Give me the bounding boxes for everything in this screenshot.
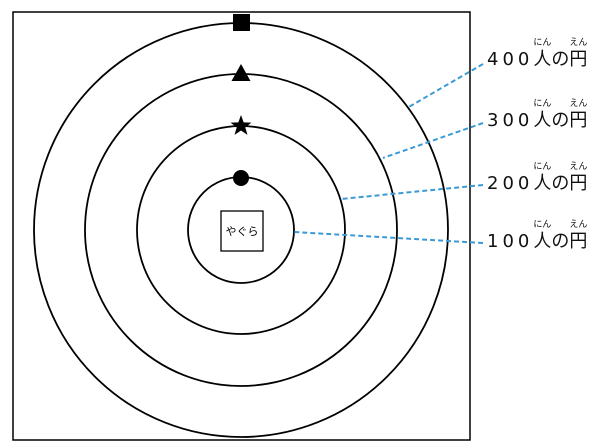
unit-ruby: にん (533, 38, 552, 48)
ring-label-100: 100 にん 人の えん円 (487, 221, 588, 252)
noun-text: 円 (569, 110, 588, 131)
star-icon (230, 115, 252, 135)
unit-text: 人 (533, 231, 552, 252)
noun-with-ruby: えん円 (569, 39, 588, 70)
noun-text: 円 (569, 231, 588, 252)
unit-ruby: にん (533, 99, 552, 109)
noun-ruby: えん (569, 38, 588, 48)
unit-text: 人 (533, 49, 552, 70)
unit-with-ruby: にん人 (533, 163, 552, 194)
leader-line-400 (406, 63, 484, 109)
unit-text: 人 (533, 110, 552, 131)
tower-label: やぐら (226, 225, 259, 238)
unit-ruby: にん (533, 220, 552, 230)
unit-ruby: にん (533, 162, 552, 172)
noun-ruby: えん (569, 220, 588, 230)
ring-count: 200 (487, 173, 534, 194)
noun-ruby: えん (569, 162, 588, 172)
triangle-icon (231, 64, 251, 81)
ring-count: 400 (487, 49, 534, 70)
ring-label-400: 400 にん 人の えん円 (487, 39, 588, 70)
noun-with-ruby: えん円 (569, 221, 588, 252)
unit-with-ruby: にん人 (533, 39, 552, 70)
particle-text: の (551, 173, 570, 194)
unit-with-ruby: にん人 (533, 100, 552, 131)
ring-label-300: 300 にん 人の えん円 (487, 100, 588, 131)
tower-box (220, 210, 264, 252)
noun-with-ruby: えん円 (569, 163, 588, 194)
ring-count: 100 (487, 231, 534, 252)
ring-count: 300 (487, 110, 534, 131)
noun-with-ruby: えん円 (569, 100, 588, 131)
noun-text: 円 (569, 49, 588, 70)
square-icon (233, 14, 250, 31)
noun-text: 円 (569, 173, 588, 194)
unit-text: 人 (533, 173, 552, 194)
ring-label-200: 200 にん 人の えん円 (487, 163, 588, 194)
particle-text: の (551, 49, 570, 70)
leader-line-300 (382, 122, 484, 159)
particle-text: の (551, 110, 570, 131)
unit-with-ruby: にん人 (533, 221, 552, 252)
noun-ruby: えん (569, 99, 588, 109)
dot-icon (233, 170, 249, 186)
particle-text: の (551, 231, 570, 252)
